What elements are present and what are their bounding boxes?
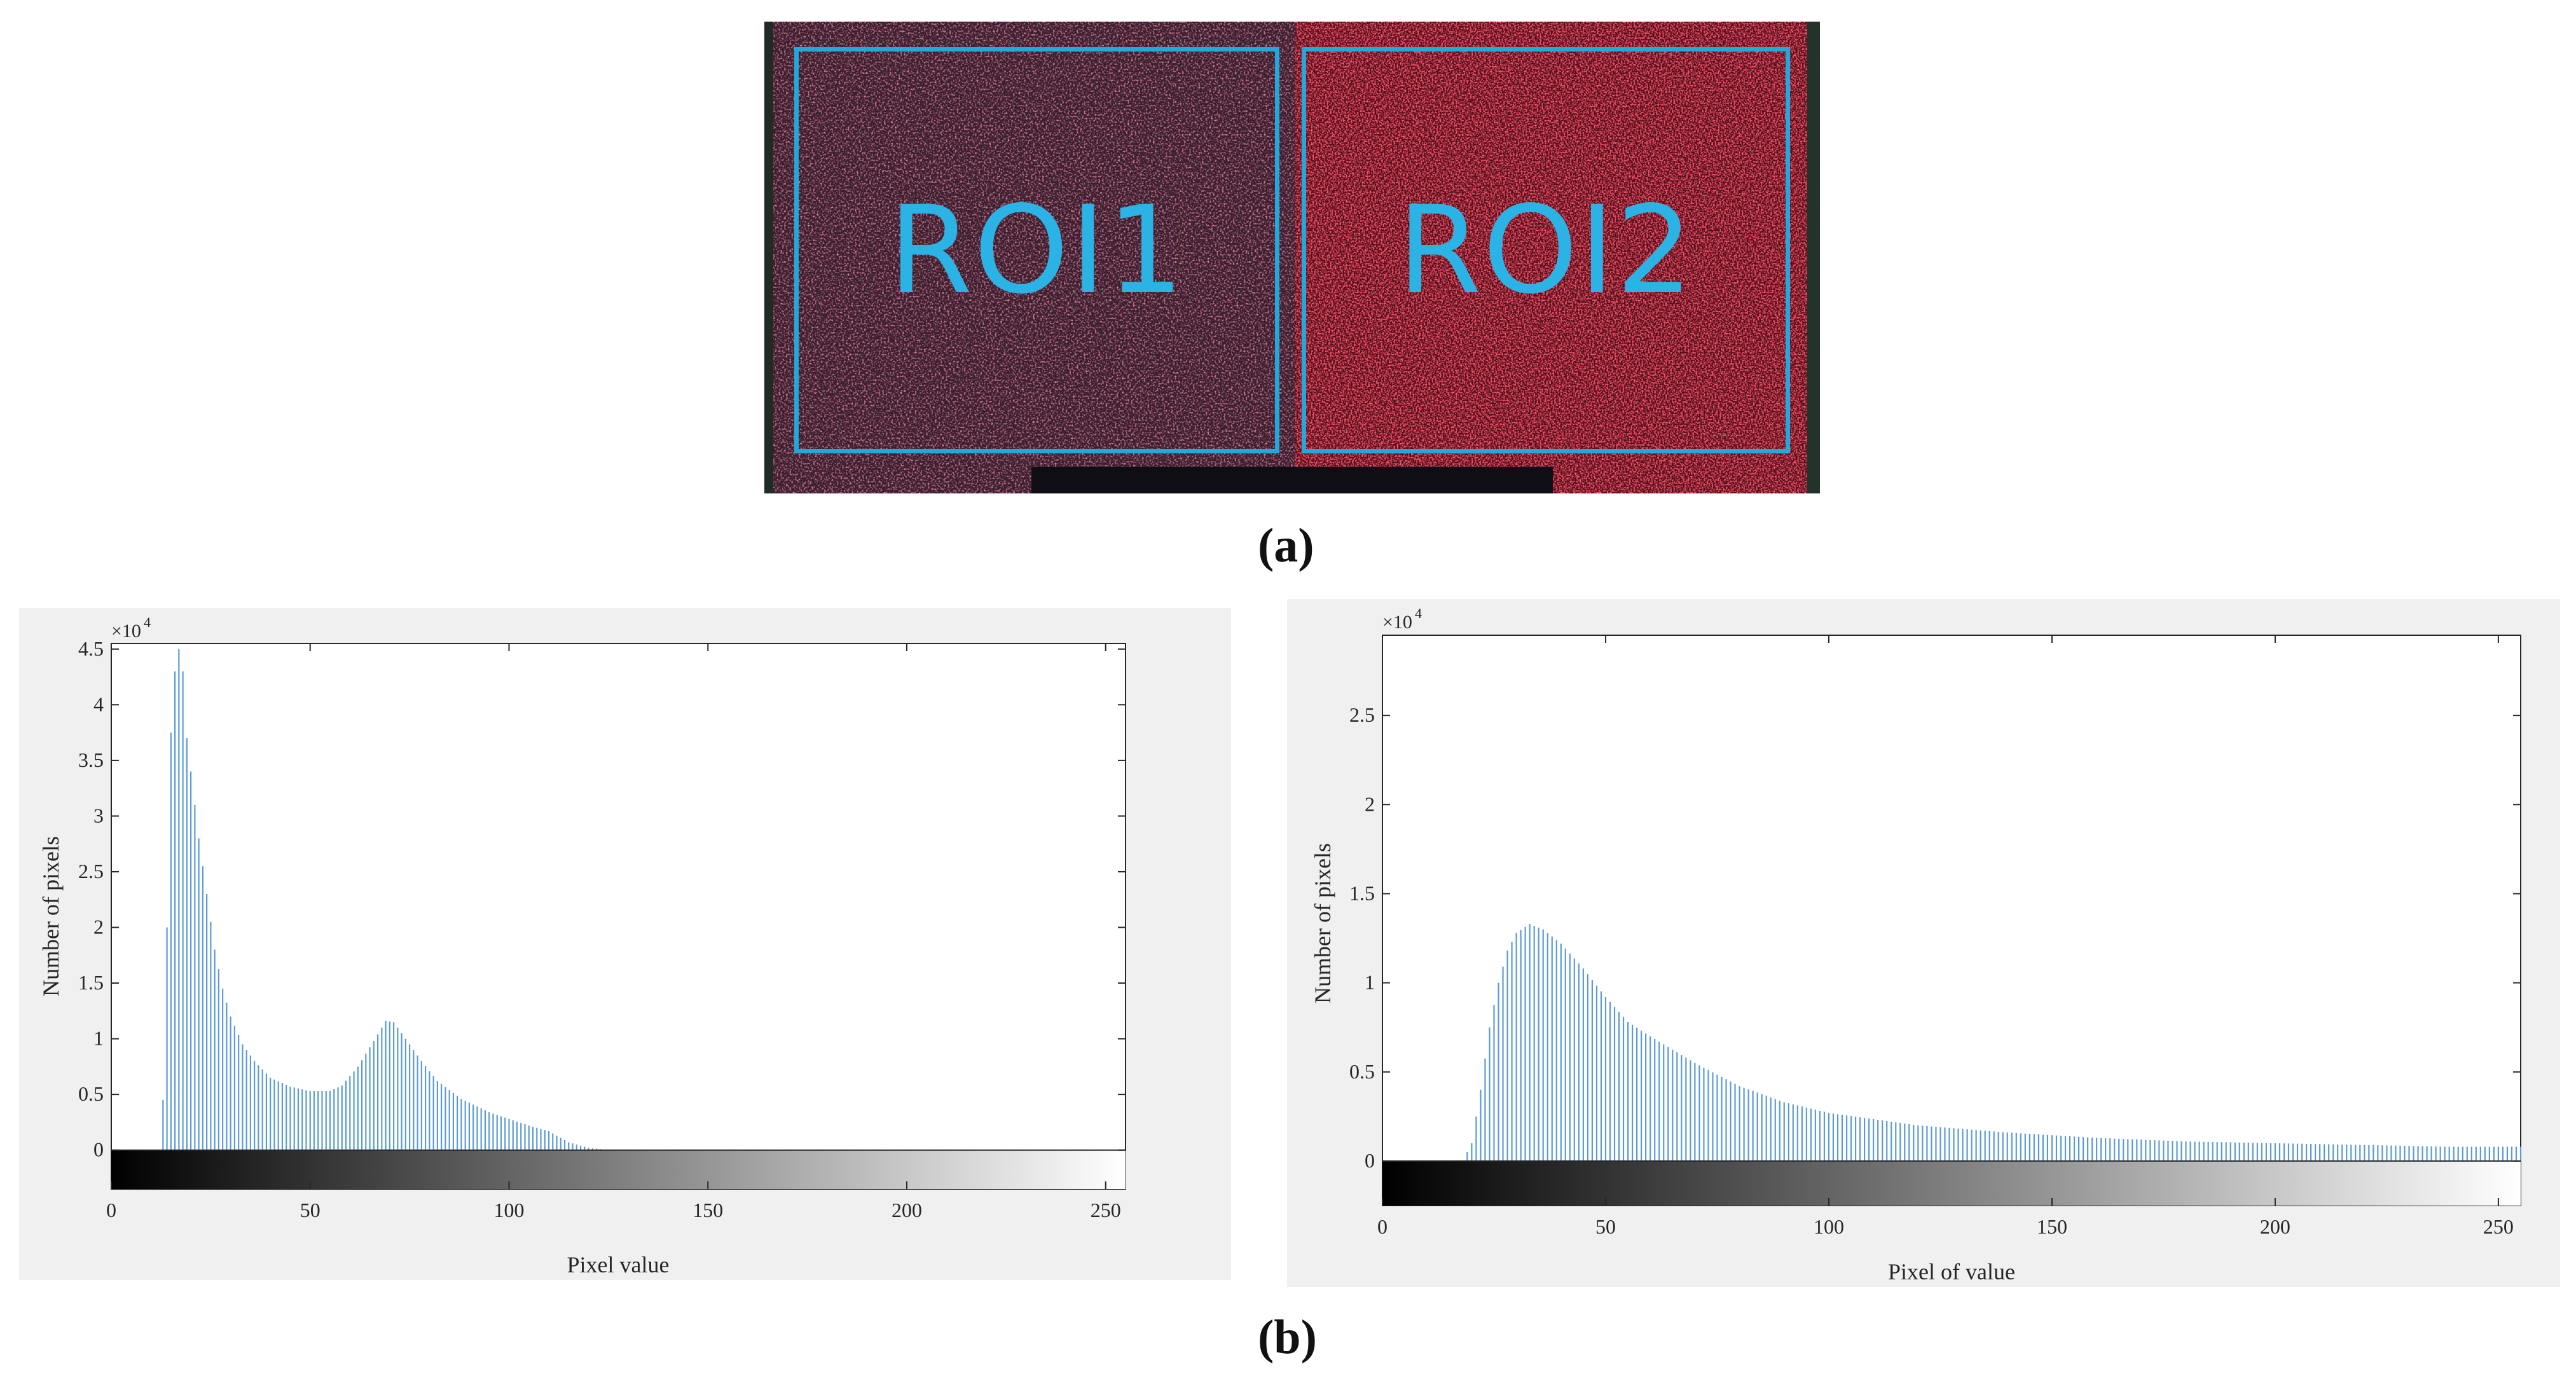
- y-exponent-base: ×10: [111, 621, 141, 642]
- plot-area: [1382, 635, 2521, 1206]
- y-exponent-power: 4: [1415, 605, 1422, 621]
- y-tick-label: 0: [1365, 1149, 1375, 1172]
- colorbar: [111, 1149, 1126, 1189]
- roi1-label: ROI1: [888, 180, 1185, 320]
- colorbar-gradient: [111, 1150, 1126, 1189]
- x-tick-label: 0: [106, 1199, 116, 1221]
- y-tick-label: 0.5: [1349, 1060, 1375, 1083]
- x-tick-label: 0: [1377, 1215, 1388, 1238]
- histogram-roi2: 0 50 100 150 200 250 0 0.5 1 1.5 2 2.5 ×10 4 Pixel …: [1310, 605, 2522, 1284]
- y-axis-label: Number of pixels: [38, 836, 64, 996]
- x-tick-label: 200: [2260, 1215, 2290, 1238]
- y-tick-label: 1: [1365, 971, 1375, 994]
- caption-a: (a): [1258, 519, 1314, 572]
- y-tick-label: 2.5: [1349, 703, 1375, 726]
- y-tick-label: 0: [93, 1138, 104, 1161]
- colorbar: [1382, 1160, 2521, 1206]
- x-tick-label: 150: [2037, 1215, 2067, 1238]
- x-axis-label: Pixel value: [567, 1252, 670, 1277]
- plot-area: [111, 643, 1126, 1190]
- y-exponent-power: 4: [144, 614, 151, 630]
- caption-b: (b): [1258, 1311, 1317, 1364]
- y-tick-label: 3.5: [78, 748, 104, 771]
- y-exponent-base: ×10: [1382, 612, 1412, 633]
- colorbar-gradient: [1382, 1160, 2521, 1206]
- y-tick-label: 1.5: [78, 971, 104, 994]
- x-tick-label: 250: [1091, 1199, 1121, 1221]
- y-axis-label: Number of pixels: [1310, 843, 1335, 1003]
- y-tick-label: 4: [93, 692, 104, 715]
- roi1-box: ROI1: [794, 47, 1279, 453]
- y-tick-label: 1: [93, 1027, 104, 1050]
- x-tick-label: 100: [1814, 1215, 1844, 1238]
- x-axis-label: Pixel of value: [1888, 1259, 2015, 1284]
- roi2-label: ROI2: [1397, 180, 1695, 320]
- x-tick-label: 100: [493, 1199, 524, 1221]
- x-tick-label: 250: [2483, 1215, 2514, 1238]
- y-tick-label: 2.5: [78, 860, 104, 883]
- histogram-roi2-panel: 0 50 100 150 200 250 0 0.5 1 1.5 2 2.5 ×10 4 Pixel …: [1287, 599, 2560, 1287]
- histogram-roi1-panel: 0 50 100 150 200 250 0 0.5 1 1.5 2 2.5 3 3.5 4 4.5 ×10 …: [19, 608, 1231, 1280]
- axis-ticks: 0 50 100 150 200 250 0 0.5 1 1.5 2 2.5 3 3.5 4 4.5: [78, 637, 1126, 1221]
- speckle-texture: [764, 22, 1820, 493]
- x-tick-label: 50: [300, 1199, 320, 1221]
- x-tick-label: 200: [892, 1199, 922, 1221]
- histogram-bars: [162, 649, 605, 1150]
- y-tick-label: 0.5: [78, 1082, 104, 1105]
- histogram-bars: [1466, 924, 2522, 1161]
- x-tick-label: 50: [1595, 1215, 1616, 1238]
- axis-ticks: 0 50 100 150 200 250 0 0.5 1 1.5 2 2.5: [1349, 635, 2521, 1238]
- y-tick-label: 2: [1365, 792, 1375, 815]
- speckle-photograph: ROI1 ROI2: [764, 22, 1820, 493]
- roi2-box: ROI2: [1302, 47, 1790, 453]
- y-tick-label: 1.5: [1349, 881, 1375, 904]
- y-tick-label: 2: [93, 916, 104, 939]
- y-tick-label: 4.5: [78, 637, 104, 660]
- y-tick-label: 3: [93, 804, 104, 827]
- x-tick-label: 150: [692, 1199, 723, 1221]
